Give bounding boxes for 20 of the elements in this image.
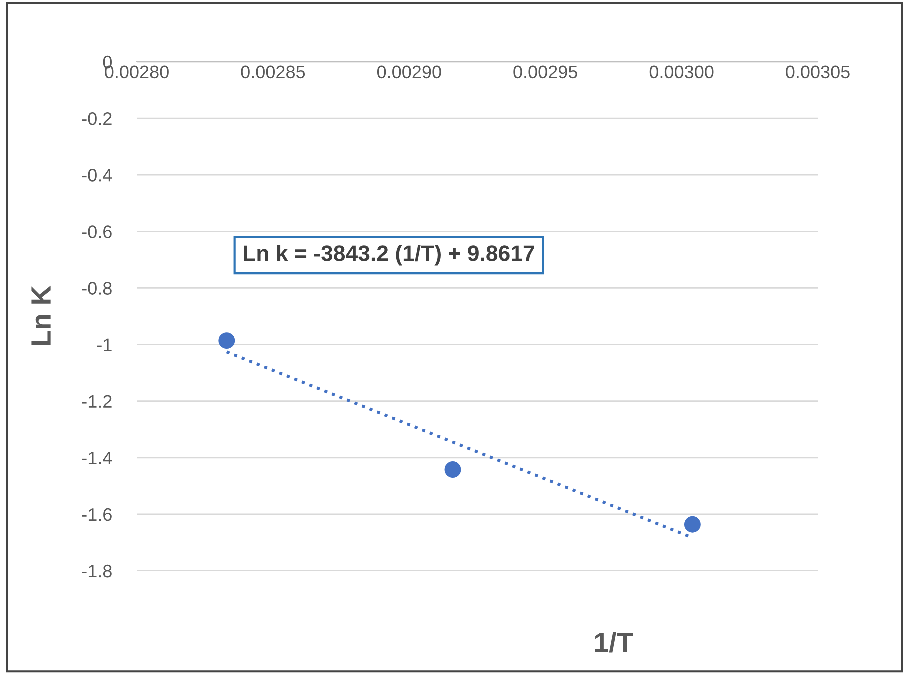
x-tick-label: 0.00290 [377,66,442,79]
x-tick-label: 0.00305 [786,66,850,79]
y-tick-label: -0.4 [82,169,112,182]
point [684,516,701,533]
x-tick-label: 0.00285 [241,66,306,79]
y-tick-label: -1.4 [82,452,112,464]
y-tick-label: -1.8 [82,564,112,578]
y-axis-title: Ln K [32,286,51,346]
y-tick-label: -0.8 [82,282,112,295]
y-tick-label: -1.6 [82,508,112,522]
point [444,462,462,478]
x-tick-label: 0.00295 [514,66,578,79]
y-tick-label: -0.2 [82,112,112,126]
point [218,332,236,350]
y-tick-label: -0.6 [82,226,112,238]
y-tick-label: -1 [97,338,112,352]
annotation: Ln k = -3843.2 (1/T) + 9.8617 [244,245,534,266]
y-tick-label: -1.2 [82,395,112,408]
x-tick-label: 0.00300 [650,66,714,79]
x-axis-title: 1/T [595,632,634,653]
